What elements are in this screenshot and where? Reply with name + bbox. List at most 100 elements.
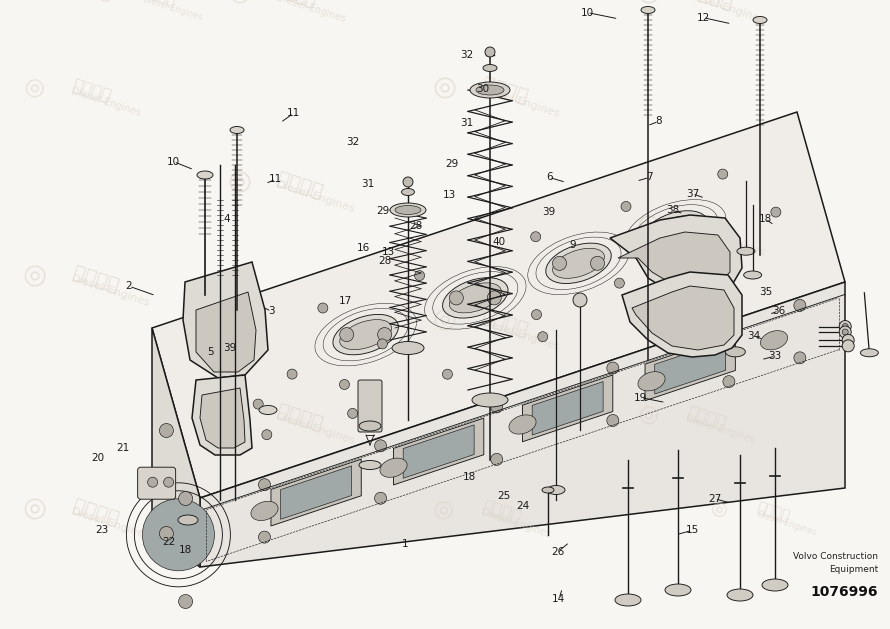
Polygon shape <box>655 340 725 394</box>
Text: Diesel-Engines: Diesel-Engines <box>480 508 552 540</box>
Text: 紫发动力: 紫发动力 <box>480 74 530 107</box>
Text: 10: 10 <box>167 157 180 167</box>
Ellipse shape <box>546 243 611 284</box>
Text: 2: 2 <box>125 281 133 291</box>
Ellipse shape <box>470 82 510 98</box>
Text: 紫发动力: 紫发动力 <box>684 403 728 432</box>
Ellipse shape <box>762 579 788 591</box>
Ellipse shape <box>547 486 565 494</box>
Circle shape <box>553 257 567 270</box>
Text: 26: 26 <box>552 547 564 557</box>
Polygon shape <box>532 382 603 435</box>
Circle shape <box>839 326 851 338</box>
Circle shape <box>697 245 707 255</box>
Ellipse shape <box>197 171 213 179</box>
Text: 12: 12 <box>697 13 709 23</box>
Ellipse shape <box>737 247 755 255</box>
Ellipse shape <box>472 393 508 407</box>
Text: Diesel-Engines: Diesel-Engines <box>70 274 151 309</box>
Text: ◎: ◎ <box>21 74 47 103</box>
Circle shape <box>485 47 495 57</box>
Text: 9: 9 <box>569 240 576 250</box>
Text: ◎: ◎ <box>708 498 731 521</box>
Text: ◎: ◎ <box>428 305 459 337</box>
Text: 紫发动力: 紫发动力 <box>142 0 178 8</box>
Text: 紫发动力: 紫发动力 <box>480 307 530 340</box>
Polygon shape <box>183 262 268 378</box>
Text: 19: 19 <box>635 392 647 403</box>
Ellipse shape <box>509 415 536 434</box>
Circle shape <box>842 340 854 352</box>
Text: Diesel-Engines: Diesel-Engines <box>756 510 818 538</box>
Text: 11: 11 <box>270 174 282 184</box>
Circle shape <box>650 224 663 238</box>
Ellipse shape <box>650 216 701 246</box>
Ellipse shape <box>615 594 641 606</box>
Text: Diesel-Engines: Diesel-Engines <box>142 0 204 22</box>
Ellipse shape <box>638 372 665 391</box>
Ellipse shape <box>392 342 424 355</box>
Ellipse shape <box>230 126 244 133</box>
Ellipse shape <box>476 85 504 95</box>
Text: 15: 15 <box>686 525 699 535</box>
Polygon shape <box>522 375 613 442</box>
Circle shape <box>339 379 350 389</box>
Text: 3: 3 <box>268 306 275 316</box>
Ellipse shape <box>401 189 415 196</box>
Circle shape <box>717 169 728 179</box>
Polygon shape <box>200 282 845 567</box>
Circle shape <box>607 415 619 426</box>
Polygon shape <box>196 292 256 372</box>
Text: 23: 23 <box>95 525 108 535</box>
Text: Diesel-Engines: Diesel-Engines <box>275 179 356 214</box>
Text: 31: 31 <box>361 179 374 189</box>
Text: 22: 22 <box>163 537 175 547</box>
Ellipse shape <box>333 314 399 355</box>
Ellipse shape <box>442 277 508 318</box>
Text: 17: 17 <box>339 296 352 306</box>
Circle shape <box>687 224 701 238</box>
Circle shape <box>531 309 541 320</box>
Text: 39: 39 <box>543 207 555 217</box>
Text: Diesel-Engines: Diesel-Engines <box>480 318 561 353</box>
Text: 8: 8 <box>655 116 662 126</box>
Circle shape <box>237 340 247 350</box>
Circle shape <box>377 339 387 349</box>
Text: Diesel-Engines: Diesel-Engines <box>275 412 356 447</box>
Polygon shape <box>152 328 200 567</box>
Polygon shape <box>192 375 252 455</box>
Circle shape <box>490 454 503 465</box>
Circle shape <box>262 430 271 440</box>
Text: ◎: ◎ <box>19 494 50 526</box>
Text: 32: 32 <box>461 50 473 60</box>
Text: Diesel-Engines: Diesel-Engines <box>480 85 561 120</box>
Text: 24: 24 <box>516 501 529 511</box>
Polygon shape <box>200 388 245 448</box>
Text: 5: 5 <box>207 347 214 357</box>
Text: 紫发动力: 紫发动力 <box>275 401 326 434</box>
Circle shape <box>728 255 738 265</box>
Text: 紫发动力: 紫发动力 <box>275 169 326 201</box>
Text: 紫发动力: 紫发动力 <box>70 75 114 105</box>
Circle shape <box>723 323 735 335</box>
Text: 18: 18 <box>179 545 191 555</box>
Circle shape <box>403 177 413 187</box>
Ellipse shape <box>753 16 767 23</box>
Text: ◎: ◎ <box>428 72 459 104</box>
Circle shape <box>839 321 851 333</box>
Ellipse shape <box>861 348 878 357</box>
Text: 34: 34 <box>748 331 760 341</box>
Text: ◎: ◎ <box>633 0 664 10</box>
Text: 7: 7 <box>646 172 653 182</box>
Text: 紫发动力: 紫发动力 <box>756 500 792 523</box>
Circle shape <box>771 207 781 217</box>
Circle shape <box>449 291 464 305</box>
Text: 4: 4 <box>223 214 231 224</box>
Text: 紫发动力: 紫发动力 <box>480 497 523 526</box>
Text: Diesel-Engines: Diesel-Engines <box>70 86 142 118</box>
Ellipse shape <box>727 589 753 601</box>
Text: Diesel-Engines: Diesel-Engines <box>684 0 765 26</box>
Circle shape <box>287 369 297 379</box>
Text: 6: 6 <box>546 172 553 182</box>
Circle shape <box>794 299 805 311</box>
